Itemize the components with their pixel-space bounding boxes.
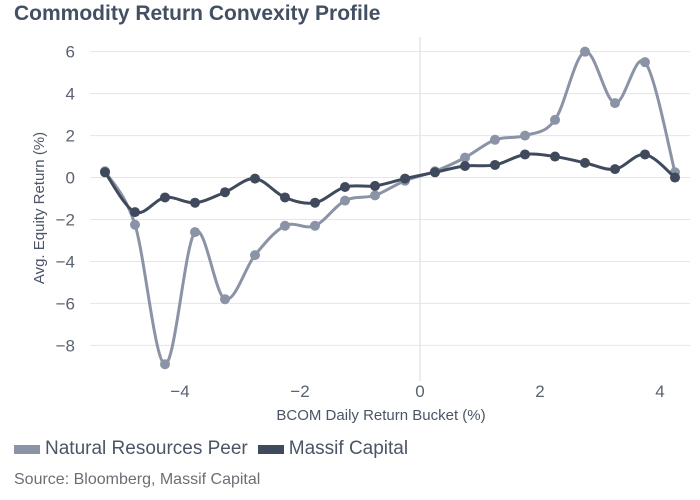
x-tick-label: −4 (170, 382, 189, 401)
legend-label-massif: Massif Capital (288, 438, 409, 459)
data-point-massif-capital (550, 151, 560, 162)
data-point-massif-capital (310, 197, 320, 208)
x-tick-label: 0 (415, 382, 424, 401)
y-tick-label: −2 (56, 210, 75, 229)
data-point-massif-capital (460, 161, 470, 171)
data-point-massif-capital (100, 167, 110, 178)
data-point-natural-resources-peer (160, 359, 170, 370)
data-point-natural-resources-peer (220, 294, 230, 305)
data-point-natural-resources-peer (580, 46, 590, 57)
legend: Natural Resources Peer Massif Capital (14, 438, 418, 460)
data-point-natural-resources-peer (250, 250, 260, 261)
series-line-natural-resources-peer (103, 50, 677, 366)
series-massif-capital (100, 149, 680, 218)
data-point-natural-resources-peer (520, 130, 530, 141)
data-point-massif-capital (610, 164, 620, 175)
y-tick-label: 2 (66, 127, 75, 146)
data-point-natural-resources-peer (460, 152, 470, 163)
x-axis-label: BCOM Daily Return Bucket (%) (276, 407, 485, 424)
data-point-massif-capital (520, 149, 530, 160)
data-point-massif-capital (580, 157, 590, 168)
y-tick-label: −8 (56, 336, 75, 355)
data-point-massif-capital (160, 192, 170, 203)
chart-title: Commodity Return Convexity Profile (14, 2, 381, 25)
data-point-massif-capital (130, 207, 140, 218)
data-point-natural-resources-peer (190, 227, 200, 238)
series-natural-resources-peer (100, 46, 680, 370)
grid-lines (90, 51, 690, 346)
data-point-natural-resources-peer (340, 195, 350, 206)
data-point-natural-resources-peer (550, 114, 560, 125)
line-chart: 6 4 2 0 −2 −4 −6 −8 −4 −2 0 2 4 Avg. Equity Return … (31, 37, 690, 424)
legend-swatch-massif (257, 444, 284, 454)
data-point-natural-resources-peer (370, 190, 380, 201)
data-point-massif-capital (250, 173, 260, 184)
data-point-massif-capital (190, 197, 200, 208)
data-point-natural-resources-peer (640, 57, 650, 68)
data-point-massif-capital (670, 172, 680, 183)
legend-swatch-peer (14, 444, 40, 454)
x-tick-label: 4 (655, 382, 664, 401)
data-point-massif-capital (490, 159, 500, 170)
data-point-natural-resources-peer (130, 219, 140, 230)
data-point-natural-resources-peer (280, 220, 290, 231)
data-point-massif-capital (400, 173, 410, 184)
legend-label-peer: Natural Resources Peer (45, 438, 248, 459)
data-point-massif-capital (340, 181, 350, 192)
data-point-massif-capital (220, 187, 230, 198)
source-note: Source: Bloomberg, Massif Capital (14, 471, 261, 488)
x-tick-labels: −4 −2 0 2 4 (170, 382, 664, 401)
data-point-natural-resources-peer (490, 134, 500, 145)
y-tick-label: 0 (66, 169, 75, 188)
y-tick-label: 4 (66, 85, 75, 104)
y-tick-label: −6 (56, 294, 75, 313)
legend-item-natural-resources-peer: Natural Resources Peer (14, 438, 248, 460)
x-tick-label: −2 (290, 382, 309, 401)
y-axis-label: Avg. Equity Return (%) (31, 132, 48, 284)
data-point-natural-resources-peer (610, 98, 620, 109)
y-tick-labels: 6 4 2 0 −2 −4 −6 −8 (56, 43, 75, 356)
data-point-massif-capital (430, 167, 440, 178)
y-tick-label: −4 (56, 252, 75, 271)
legend-item-massif-capital: Massif Capital (257, 438, 409, 460)
data-point-massif-capital (280, 192, 290, 203)
data-point-massif-capital (640, 149, 650, 160)
data-point-massif-capital (370, 180, 380, 191)
data-point-natural-resources-peer (310, 220, 320, 231)
x-tick-label: 2 (535, 382, 544, 401)
y-tick-label: 6 (66, 43, 75, 62)
series-lines (100, 46, 680, 370)
